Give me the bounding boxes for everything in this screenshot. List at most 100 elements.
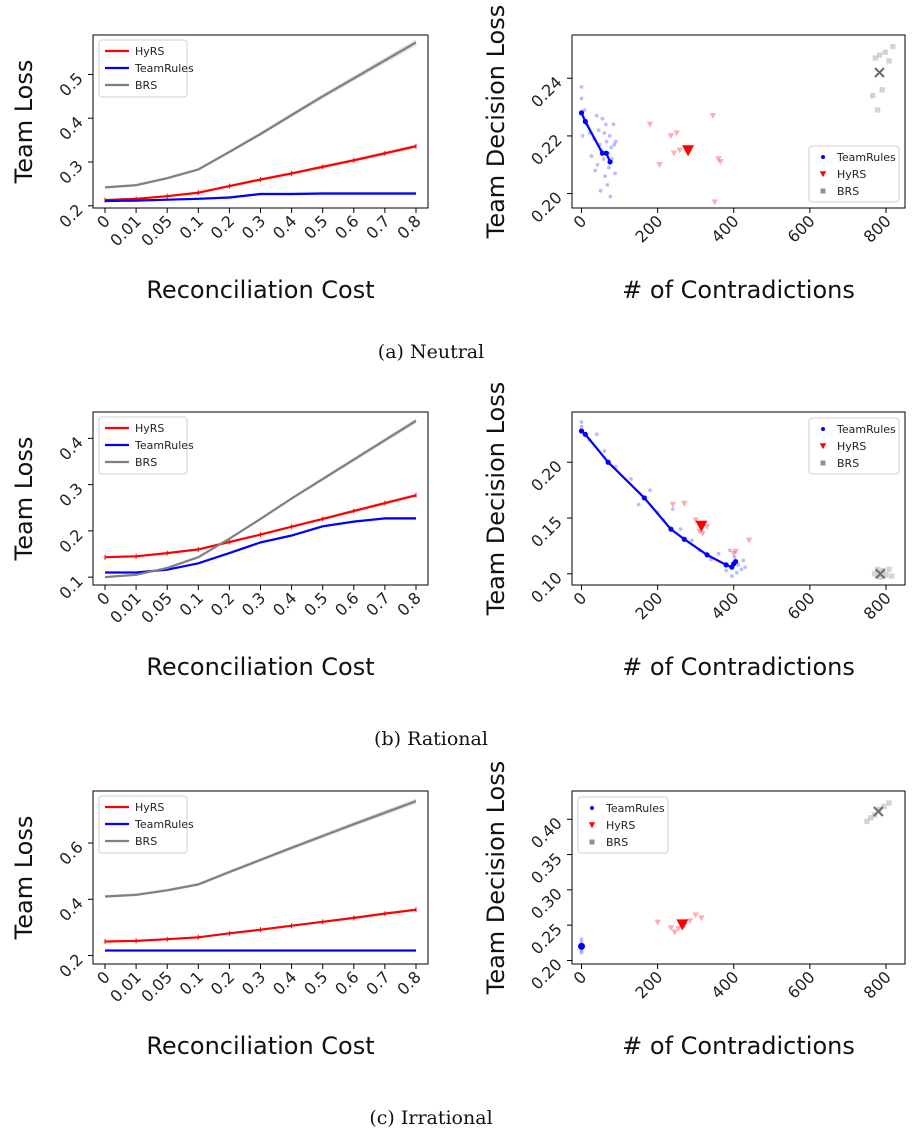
legend-swatch-teamrules: [590, 806, 594, 810]
teamrules-path-point: [681, 536, 687, 542]
teamrules-point: [609, 145, 614, 150]
hyrs-point: [676, 147, 683, 154]
x-tick-label: 600: [784, 588, 819, 623]
caption-neutral: (a) Neutral: [378, 341, 484, 363]
teamrules-point: [579, 424, 584, 429]
x-tick-label: 400: [708, 588, 743, 623]
x-tick-label: 0.6: [331, 211, 362, 242]
y-axis-label: Team Decision Loss: [482, 382, 510, 617]
series-line-hyrs: [104, 908, 417, 943]
teamrules-point: [734, 570, 739, 575]
x-tick-label: 400: [708, 967, 743, 1002]
x-tick-label: 0: [570, 967, 591, 988]
brs-point: [868, 815, 874, 821]
hyrs-point: [670, 150, 678, 157]
hyrs-point: [671, 929, 678, 936]
teamrules-point: [594, 432, 599, 437]
x-tick-label: 0: [93, 967, 114, 988]
legend-swatch-teamrules: [821, 155, 825, 159]
hyrs-point: [698, 915, 705, 922]
x-tick-label: 600: [784, 211, 819, 246]
brs-point: [864, 818, 870, 825]
teamrules-point: [611, 122, 616, 127]
x-tick-label: 800: [860, 588, 895, 623]
y-tick-label: 0.3: [55, 479, 86, 510]
legend-label-hyrs: HyRS: [837, 440, 866, 453]
y-axis-label: Team Decision Loss: [482, 761, 510, 996]
teamrules-point: [579, 420, 584, 424]
legend-label-hyrs: HyRS: [135, 422, 164, 435]
x-tick-label: 0.4: [269, 211, 300, 242]
brs-point: [886, 566, 892, 573]
teamrules-point: [579, 96, 584, 101]
teamrules-path-point: [599, 150, 606, 156]
legend-swatch-brs: [820, 188, 826, 194]
x-tick-label: 0: [570, 588, 591, 609]
x-tick-label: 0: [93, 211, 114, 232]
brs-point: [872, 55, 879, 61]
series-line-teamrules: [104, 192, 416, 203]
legend-swatch-brs: [820, 460, 826, 466]
y-tick-label: 0.15: [527, 512, 566, 551]
x-tick-label: 600: [784, 967, 819, 1002]
teamrules-point: [736, 563, 741, 567]
teamrules-point: [604, 139, 609, 144]
teamrules-point: [716, 551, 721, 556]
teamrules-point: [732, 555, 737, 559]
hyrs-mean: [682, 145, 695, 157]
x-tick-label: 0.3: [238, 588, 269, 619]
teamrules-mean: [578, 942, 586, 950]
teamrules-point: [607, 165, 611, 170]
teamrules-point: [629, 477, 633, 481]
legend-swatch-hyrs: [819, 171, 827, 178]
legend-label-teamrules: TeamRules: [605, 802, 665, 815]
teamrules-point: [608, 194, 613, 199]
series-line-teamrules: [105, 517, 416, 574]
hyrs-point: [692, 517, 699, 524]
brs-point: [869, 92, 876, 99]
x-tick-label: 0.2: [207, 211, 238, 242]
y-tick-label: 0.24: [527, 73, 566, 112]
hyrs-mean: [676, 919, 689, 931]
teamrules-point: [603, 122, 608, 127]
teamrules-point: [739, 567, 744, 572]
hyrs-point: [745, 537, 753, 544]
legend-label-brs: BRS: [837, 457, 859, 470]
brs-point: [879, 87, 885, 93]
teamrules-point: [605, 183, 610, 187]
x-tick-label: 200: [631, 211, 666, 246]
x-axis-label: Reconciliation Cost: [146, 1032, 374, 1060]
legend-label-teamrules: TeamRules: [134, 62, 194, 75]
x-tick-label: 800: [860, 967, 895, 1002]
x-tick-label: 0: [93, 588, 114, 609]
series-band-hyrs: [105, 908, 416, 943]
legend-label-brs: BRS: [606, 836, 628, 849]
y-tick-label: 0.35: [527, 849, 566, 888]
x-tick-label: 0.3: [238, 967, 269, 998]
chart-panel-b-right: 0.10 0.15 0.20 0 200 400 600 800 # of Contradict…: [482, 382, 906, 681]
y-tick-label: 0.25: [527, 920, 566, 959]
y-tick-label: 0.20: [527, 188, 566, 227]
y-tick-label: 0.30: [527, 884, 566, 923]
hyrs-point: [656, 162, 663, 168]
x-axis-label: Reconciliation Cost: [146, 276, 374, 304]
x-tick-label: 0.4: [269, 967, 300, 998]
teamrules-point: [724, 568, 729, 573]
y-axis-label: Team Decision Loss: [482, 5, 510, 240]
hyrs-point: [699, 530, 706, 537]
teamrules-point: [602, 449, 607, 453]
y-tick-label: 0.3: [55, 156, 86, 187]
x-tick-label: 200: [631, 967, 666, 1002]
hyrs-point: [681, 500, 688, 507]
x-tick-label: 0.7: [362, 588, 393, 619]
x-tick-label: 0.05: [137, 211, 176, 250]
x-axis-label: # of Contradictions: [622, 1032, 855, 1060]
x-tick-label: 800: [860, 211, 895, 246]
teamrules-point: [598, 188, 603, 193]
legend-swatch-brs: [589, 839, 595, 845]
hyrs-point: [667, 925, 675, 932]
teamrules-path-point: [582, 118, 588, 125]
teamrules-point: [741, 558, 746, 563]
teamrules-path-point: [603, 150, 609, 156]
brs-mean: [874, 568, 886, 580]
